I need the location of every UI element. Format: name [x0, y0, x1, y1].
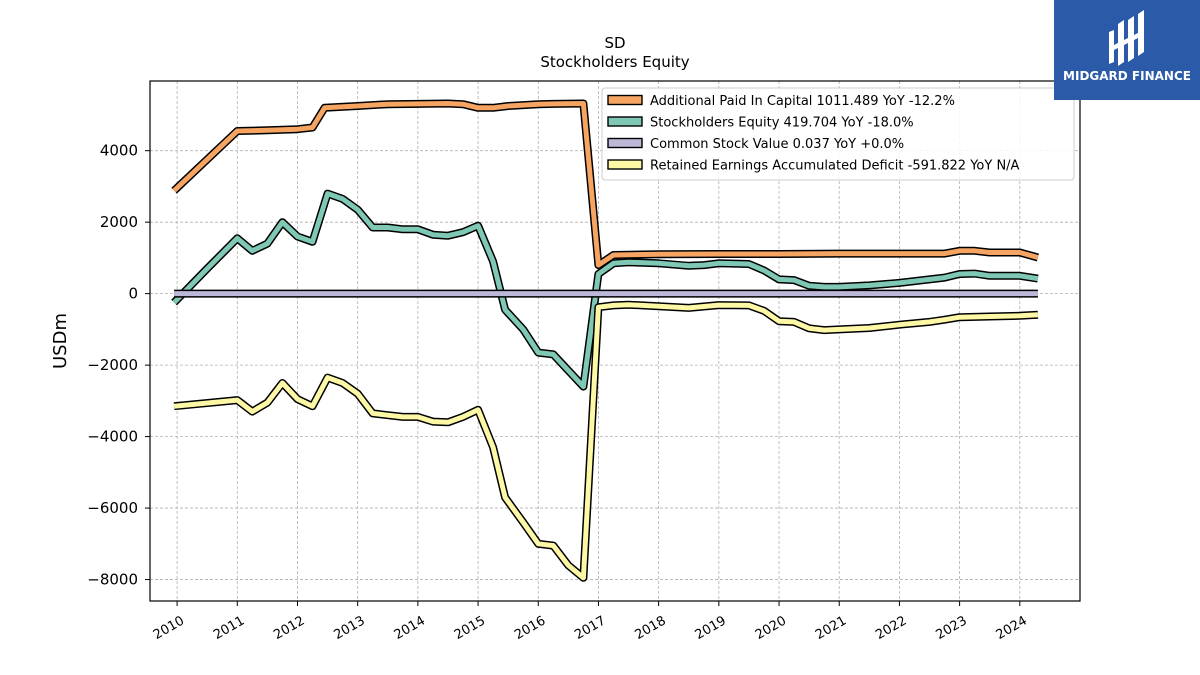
logo-mark-icon	[1109, 10, 1144, 66]
x-tick-label: 2019	[693, 613, 729, 643]
legend-swatch-1	[607, 116, 643, 127]
x-tick-label: 2015	[452, 613, 488, 643]
chart-title: SD	[604, 34, 625, 52]
x-tick-label: 2024	[994, 613, 1030, 643]
x-tick-label: 2022	[873, 613, 909, 643]
legend-swatch-0	[607, 94, 643, 106]
series-lines	[171, 99, 1039, 582]
y-tick-label: −6000	[87, 499, 138, 517]
y-tick-label: −2000	[87, 356, 138, 374]
x-tick-label: 2018	[632, 613, 668, 643]
x-tick-label: 2017	[572, 613, 608, 643]
legend: Additional Paid In Capital 1011.489 YoY …	[601, 87, 1075, 181]
y-tick-label: 0	[128, 285, 138, 303]
x-axis-ticks: 2010 2011 2012 2013 2014 2015 2016 2017 2018 2019…	[151, 601, 1030, 643]
legend-swatch-3	[607, 159, 643, 170]
legend-label-0: Additional Paid In Capital 1011.489 YoY …	[650, 94, 955, 109]
plot-frame	[149, 80, 1081, 602]
y-tick-label: 4000	[100, 142, 138, 160]
series-outline-3	[173, 300, 1039, 582]
legend-box	[601, 87, 1075, 181]
legend-label-1: Stockholders Equity 419.704 YoY -18.0%	[650, 116, 914, 131]
y-tick-label: −8000	[87, 571, 138, 589]
logo-text: MIDGARD FINANCE	[1063, 69, 1191, 83]
x-tick-label: 2012	[271, 613, 307, 643]
legend-label-2: Common Stock Value 0.037 YoY +0.0%	[650, 137, 904, 152]
x-tick-label: 2011	[211, 613, 247, 643]
series-line-3	[173, 302, 1039, 581]
series-line-0	[172, 101, 1039, 268]
chart-subtitle: Stockholders Equity	[540, 53, 689, 71]
series-line-1	[172, 191, 1039, 390]
legend-label-3: Retained Earnings Accumulated Deficit -5…	[650, 159, 1020, 174]
y-tick-label: −4000	[87, 428, 138, 446]
y-tick-label: 2000	[100, 213, 138, 231]
x-tick-label: 2016	[512, 613, 548, 643]
brand-logo: MIDGARD FINANCE	[1054, 0, 1200, 100]
y-axis-ticks: 4000 2000 0 −2000 −4000 −6000 −8000	[87, 142, 150, 589]
x-tick-label: 2014	[392, 613, 428, 643]
x-tick-label: 2021	[813, 613, 849, 643]
x-tick-label: 2010	[151, 613, 187, 643]
legend-swatch-2	[607, 137, 643, 149]
x-tick-label: 2020	[753, 613, 789, 643]
x-tick-label: 2023	[933, 613, 969, 643]
x-tick-label: 2013	[332, 613, 368, 643]
y-axis-label: USDm	[50, 313, 71, 369]
